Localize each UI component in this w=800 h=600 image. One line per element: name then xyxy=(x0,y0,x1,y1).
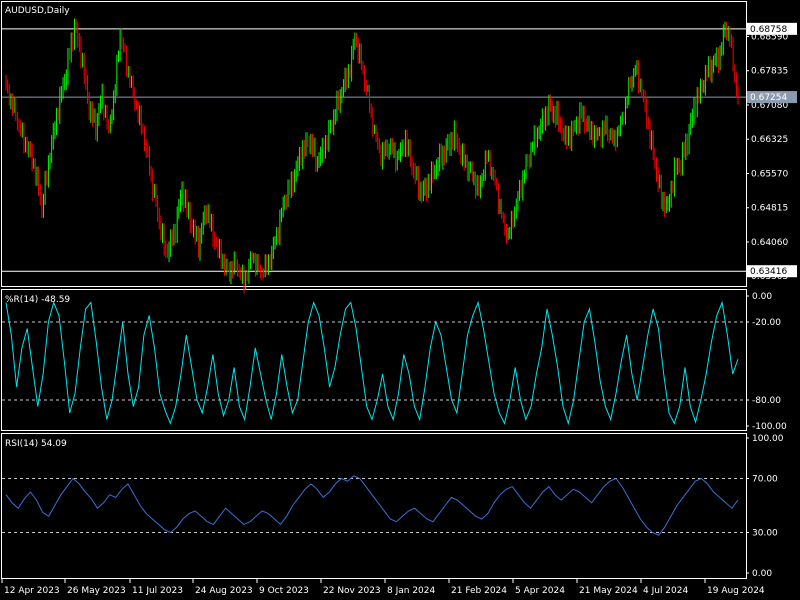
current-price-label: 0.67254 xyxy=(750,93,787,103)
price-tick-label: 0.67080 xyxy=(751,101,788,111)
price-tick-label: 0.63305 xyxy=(751,272,788,282)
time-tick-label: 11 Jul 2023 xyxy=(132,586,183,596)
rsi-line xyxy=(5,475,739,536)
time-tick-label: 26 May 2023 xyxy=(67,586,126,596)
time-tick-label: 8 Jan 2024 xyxy=(387,586,435,596)
price-tick-label: 0.65570 xyxy=(751,169,788,179)
level-label-box xyxy=(747,265,797,278)
symbol-label: AUDUSD,Daily xyxy=(5,6,70,16)
time-tick-label: 21 Feb 2024 xyxy=(451,586,507,596)
price-tick-label: 0.64060 xyxy=(751,238,788,248)
wpr-tick-label: -100.00 xyxy=(752,422,787,432)
time-tick-label: 19 Aug 2024 xyxy=(707,586,765,596)
price-tick-label: 0.67835 xyxy=(751,67,788,77)
rsi-panel-frame xyxy=(1,433,747,579)
level-label: 0.63416 xyxy=(750,267,787,277)
rsi-series xyxy=(2,475,746,536)
time-tick-label: 12 Apr 2023 xyxy=(4,586,60,596)
rsi-label: RSI(14) 54.09 xyxy=(5,439,67,449)
wpr-tick-label: 0.00 xyxy=(752,292,772,302)
rsi-tick-label: 70.00 xyxy=(752,475,778,485)
current-price-box xyxy=(747,91,797,104)
time-tick-label: 21 May 2024 xyxy=(579,586,638,596)
level-label: 0.68758 xyxy=(750,25,787,35)
wpr-tick-label: -80.00 xyxy=(752,396,781,406)
price-candles xyxy=(2,18,746,294)
wpr-label: %R(14) -48.59 xyxy=(5,295,70,305)
wpr-series xyxy=(2,300,746,426)
level-label-box xyxy=(747,22,797,35)
price-tick-label: 0.64815 xyxy=(751,204,788,214)
time-tick-label: 22 Nov 2023 xyxy=(323,586,381,596)
rsi-tick-label: 30.00 xyxy=(752,529,778,539)
price-tick-label: 0.68590 xyxy=(751,32,788,42)
wpr-line xyxy=(5,300,739,426)
time-tick-label: 5 Apr 2024 xyxy=(515,586,565,596)
rsi-tick-label: 100.00 xyxy=(752,434,784,444)
price-panel-frame xyxy=(1,1,747,287)
rsi-tick-label: 0.00 xyxy=(752,569,772,579)
price-tick-label: 0.66325 xyxy=(751,135,788,145)
wpr-panel-frame xyxy=(1,289,747,431)
time-tick-label: 24 Aug 2023 xyxy=(195,586,253,596)
wpr-tick-label: -20.00 xyxy=(752,318,781,328)
time-tick-label: 9 Oct 2023 xyxy=(259,586,309,596)
time-tick-label: 4 Jul 2024 xyxy=(643,586,688,596)
